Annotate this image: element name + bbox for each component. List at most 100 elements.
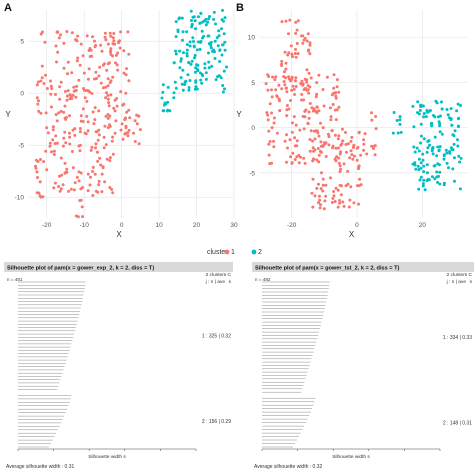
scatter-point bbox=[223, 16, 227, 20]
scatter-point bbox=[102, 146, 106, 150]
scatter-point bbox=[54, 134, 58, 138]
scatter-point bbox=[459, 156, 463, 160]
scatter-point bbox=[54, 93, 57, 96]
scatter-point bbox=[91, 110, 95, 114]
scatter-point bbox=[57, 111, 61, 115]
y-axis-title: Y bbox=[236, 110, 242, 119]
scatter-point bbox=[108, 114, 112, 118]
scatter-point bbox=[370, 111, 373, 115]
scatter-point bbox=[283, 70, 286, 74]
scatter-point bbox=[174, 49, 177, 53]
scatter-point bbox=[284, 61, 288, 65]
scatter-point bbox=[318, 149, 322, 153]
scatter-point bbox=[81, 107, 85, 111]
scatter-point bbox=[213, 39, 217, 43]
scatter-point bbox=[68, 135, 72, 139]
scatter-point bbox=[268, 162, 272, 166]
scatter-point bbox=[91, 170, 95, 173]
scatter-point bbox=[72, 89, 76, 93]
scatter-point bbox=[332, 73, 336, 77]
scatter-point bbox=[73, 133, 77, 137]
scatter-point bbox=[79, 171, 83, 175]
scatter-point bbox=[95, 150, 99, 154]
scatter-point bbox=[52, 149, 56, 153]
scatter-point bbox=[178, 66, 182, 70]
scatter-point bbox=[62, 66, 66, 70]
scatter-point bbox=[306, 32, 310, 36]
scatter-point bbox=[57, 174, 61, 178]
scatter-point bbox=[272, 139, 275, 143]
scatter-point bbox=[313, 194, 317, 198]
scatter-point bbox=[133, 119, 137, 123]
scatter-point bbox=[331, 197, 335, 200]
scatter-point bbox=[59, 156, 63, 160]
scatter-point bbox=[339, 143, 343, 147]
scatter-point bbox=[198, 21, 202, 25]
scatter-point bbox=[101, 86, 105, 90]
scatter-point bbox=[179, 76, 183, 80]
scatter-point bbox=[268, 102, 272, 106]
scatter-point bbox=[104, 85, 108, 89]
scatter-point bbox=[321, 88, 325, 91]
scatter-point bbox=[324, 155, 328, 158]
scatter-point bbox=[179, 57, 183, 61]
scatter-point bbox=[433, 177, 437, 181]
scatter-point bbox=[53, 181, 57, 185]
scatter-point bbox=[318, 198, 322, 202]
scatter-point bbox=[458, 160, 462, 164]
scatter-point bbox=[287, 75, 291, 79]
scatter-point bbox=[218, 49, 222, 52]
scatter-point bbox=[57, 185, 61, 188]
scatter-point bbox=[200, 29, 204, 33]
scatter-point bbox=[193, 87, 197, 91]
scatter-point bbox=[108, 159, 112, 163]
silhouette-cluster-label: 2 : 148 | 0.31 bbox=[443, 421, 472, 427]
scatter-point bbox=[435, 154, 439, 158]
scatter-point bbox=[176, 30, 180, 34]
scatter-point bbox=[419, 141, 422, 145]
scatter-point bbox=[63, 116, 67, 120]
scatter-point bbox=[435, 101, 439, 105]
scatter-point bbox=[310, 191, 314, 195]
scatter-point bbox=[315, 186, 319, 190]
scatter-point bbox=[53, 142, 57, 145]
scatter-point bbox=[83, 131, 87, 135]
scatter-point bbox=[221, 43, 224, 47]
scatter-point bbox=[217, 74, 221, 78]
scatter-point bbox=[99, 81, 103, 85]
scatter-point bbox=[192, 44, 196, 48]
scatter-point bbox=[322, 207, 326, 211]
scatter-point bbox=[65, 30, 69, 33]
silhouette-title-bar bbox=[4, 262, 233, 272]
scatter-point bbox=[300, 79, 304, 83]
scatter-point bbox=[76, 215, 80, 219]
scatter-point bbox=[88, 55, 92, 58]
x-axis-title: X bbox=[116, 230, 122, 239]
scatter-point bbox=[270, 88, 273, 92]
scatter-point bbox=[87, 49, 91, 52]
y-tick-label: -10 bbox=[15, 195, 25, 202]
scatter-point bbox=[164, 102, 168, 106]
scatter-point bbox=[282, 80, 286, 83]
scatter-point bbox=[457, 154, 461, 158]
scatter-point bbox=[168, 109, 172, 113]
scatter-point bbox=[39, 158, 42, 161]
scatter-point bbox=[216, 44, 220, 48]
scatter-point bbox=[194, 85, 198, 89]
scatter-point bbox=[72, 85, 76, 89]
scatter-point bbox=[83, 96, 87, 100]
scatter-point bbox=[303, 109, 307, 113]
scatter-point bbox=[308, 85, 312, 89]
scatter-point bbox=[453, 179, 456, 183]
scatter-point bbox=[114, 61, 117, 65]
scatter-point bbox=[337, 105, 341, 109]
scatter-point bbox=[308, 102, 312, 105]
scatter-point bbox=[49, 84, 53, 88]
scatter-point bbox=[79, 114, 83, 118]
scatter-point bbox=[321, 177, 325, 181]
scatter-point bbox=[308, 41, 312, 45]
scatter-point bbox=[289, 44, 293, 48]
scatter-point bbox=[283, 139, 287, 143]
scatter-point bbox=[337, 90, 341, 94]
scatter-point bbox=[329, 115, 333, 119]
